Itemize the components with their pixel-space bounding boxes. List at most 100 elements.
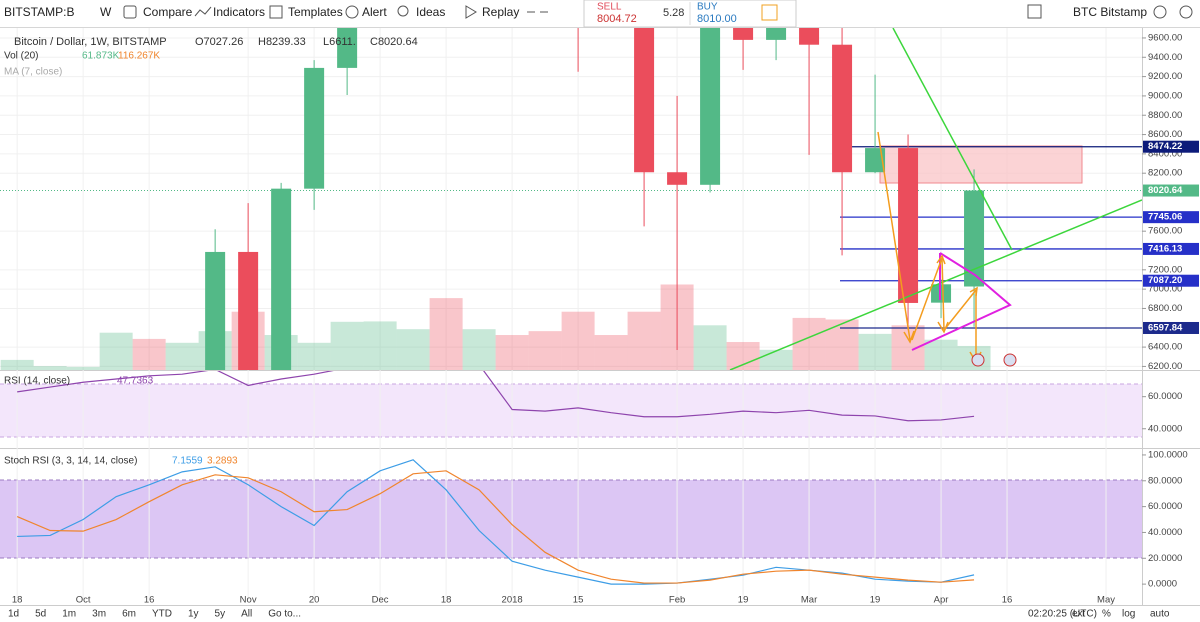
x-tick-label: Mar	[801, 595, 817, 606]
stoch-d-value: 3.2893	[207, 456, 238, 467]
range-button[interactable]: 1m	[62, 609, 76, 620]
range-button[interactable]: 1y	[188, 609, 199, 620]
candle-body	[766, 28, 787, 40]
volume-bar	[858, 333, 892, 370]
candle-body	[304, 67, 325, 189]
x-tick-label: Feb	[669, 595, 685, 606]
volume-bar	[429, 298, 463, 370]
symbol[interactable]: BITSTAMP:B	[4, 5, 74, 19]
range-button[interactable]: Go to...	[268, 609, 301, 620]
account-name[interactable]: BTC Bitstamp	[1073, 5, 1147, 19]
y-tick-label: 6800.00	[1148, 303, 1182, 314]
y-tick-label: 60.0000	[1148, 501, 1182, 512]
log-toggle[interactable]: log	[1122, 609, 1135, 620]
volume-bar	[792, 317, 826, 370]
candle-body	[832, 44, 853, 173]
rsi-band	[0, 384, 1142, 437]
range-button[interactable]: All	[241, 609, 252, 620]
range-button[interactable]: 6m	[122, 609, 136, 620]
candle-body	[964, 190, 985, 287]
stoch-band	[0, 480, 1142, 558]
drawings	[729, 28, 1142, 370]
range-button[interactable]: 1d	[8, 609, 19, 620]
alert-button[interactable]: Alert	[362, 5, 387, 19]
buy-price[interactable]: 8010.00	[697, 13, 737, 25]
volume-bar	[165, 342, 199, 370]
y-tick-label: 7000.00	[1148, 284, 1182, 295]
volume-bar	[627, 311, 661, 370]
candle-body	[799, 28, 820, 45]
candle-body	[337, 28, 358, 68]
candle-body	[733, 28, 754, 40]
x-tick-label: May	[1097, 595, 1115, 606]
ideas-button[interactable]: Ideas	[416, 5, 445, 19]
y-tick-label: 20.0000	[1148, 553, 1182, 564]
x-tick-label: 19	[738, 595, 749, 606]
y-tick-label: 0.0000	[1148, 579, 1177, 590]
candle-body	[205, 251, 226, 370]
candle-body	[865, 148, 886, 173]
sell-price[interactable]: 8004.72	[597, 13, 637, 25]
volume-bar	[0, 359, 34, 370]
candle-body	[271, 188, 292, 370]
volume-value: 61.873K	[82, 51, 120, 62]
interval[interactable]: W	[100, 5, 112, 19]
price-tag-label: 7416.13	[1148, 243, 1182, 254]
range-button[interactable]: 5y	[215, 609, 226, 620]
x-tick-label: 20	[309, 595, 320, 606]
indicator-line	[17, 371, 975, 422]
y-tick-label: 9000.00	[1148, 90, 1182, 101]
range-button[interactable]: 5d	[35, 609, 46, 620]
candle-body	[634, 28, 655, 173]
ohlc-open: O7027.26	[195, 36, 243, 48]
replay-button[interactable]: Replay	[482, 5, 519, 19]
price-tag	[1143, 211, 1199, 224]
y-tick-label: 8200.00	[1148, 168, 1182, 179]
range-button[interactable]: 3m	[92, 609, 106, 620]
ext-toggle[interactable]: ext	[1072, 609, 1086, 620]
stoch-label: Stoch RSI (3, 3, 14, 14, close)	[4, 456, 137, 467]
volume-bar	[495, 335, 529, 370]
y-tick-label: 9200.00	[1148, 71, 1182, 82]
stoch-k-value: 7.1559	[172, 456, 203, 467]
y-tick-label: 8600.00	[1148, 129, 1182, 140]
x-tick-label: Dec	[372, 595, 389, 606]
price-tag-label: 7087.20	[1148, 275, 1182, 286]
volume-bar	[66, 366, 100, 370]
volume-bar	[33, 366, 67, 370]
price-tag-label: 8474.22	[1148, 141, 1182, 152]
price-tag	[1143, 321, 1199, 334]
buy-label[interactable]: BUY	[697, 2, 718, 13]
y-tick-label: 9600.00	[1148, 32, 1182, 43]
price-tag	[1143, 184, 1199, 197]
y-tick-label: 8400.00	[1148, 148, 1182, 159]
price-tag-label: 7745.06	[1148, 212, 1182, 223]
ohlc-high: H8239.33	[258, 36, 306, 48]
candle-body	[238, 251, 259, 370]
volume-bar	[330, 321, 364, 370]
x-tick-label: 15	[573, 595, 584, 606]
spread: 5.28	[663, 7, 684, 19]
volume-bar	[693, 325, 727, 370]
auto-toggle[interactable]: auto	[1150, 609, 1170, 620]
range-button[interactable]: YTD	[152, 609, 172, 620]
x-tick-label: Nov	[240, 595, 257, 606]
candle-body	[700, 28, 721, 185]
volume-bar	[561, 311, 595, 370]
y-tick-label: 60.0000	[1148, 391, 1182, 402]
indicators-button[interactable]: Indicators	[213, 5, 265, 19]
volume-bar	[363, 321, 397, 370]
dollar-icon[interactable]	[761, 4, 778, 21]
templates-button[interactable]: Templates	[288, 5, 343, 19]
percent-toggle[interactable]: %	[1102, 609, 1111, 620]
sell-label[interactable]: SELL	[597, 2, 622, 13]
y-tick-label: 6400.00	[1148, 342, 1182, 353]
bottom-bar: 1d 5d 1m 3m 6m YTD 1y 5y All Go to...	[8, 609, 301, 620]
chart-title: Bitcoin / Dollar, 1W, BITSTAMP	[14, 36, 167, 48]
price-tag-label: 8020.64	[1148, 185, 1183, 196]
compare-button[interactable]: Compare	[143, 5, 193, 19]
ohlc-close: C8020.64	[370, 36, 418, 48]
x-tick-label: 18	[441, 595, 452, 606]
price-tag	[1143, 274, 1199, 287]
y-tick-label: 100.0000	[1148, 449, 1188, 460]
